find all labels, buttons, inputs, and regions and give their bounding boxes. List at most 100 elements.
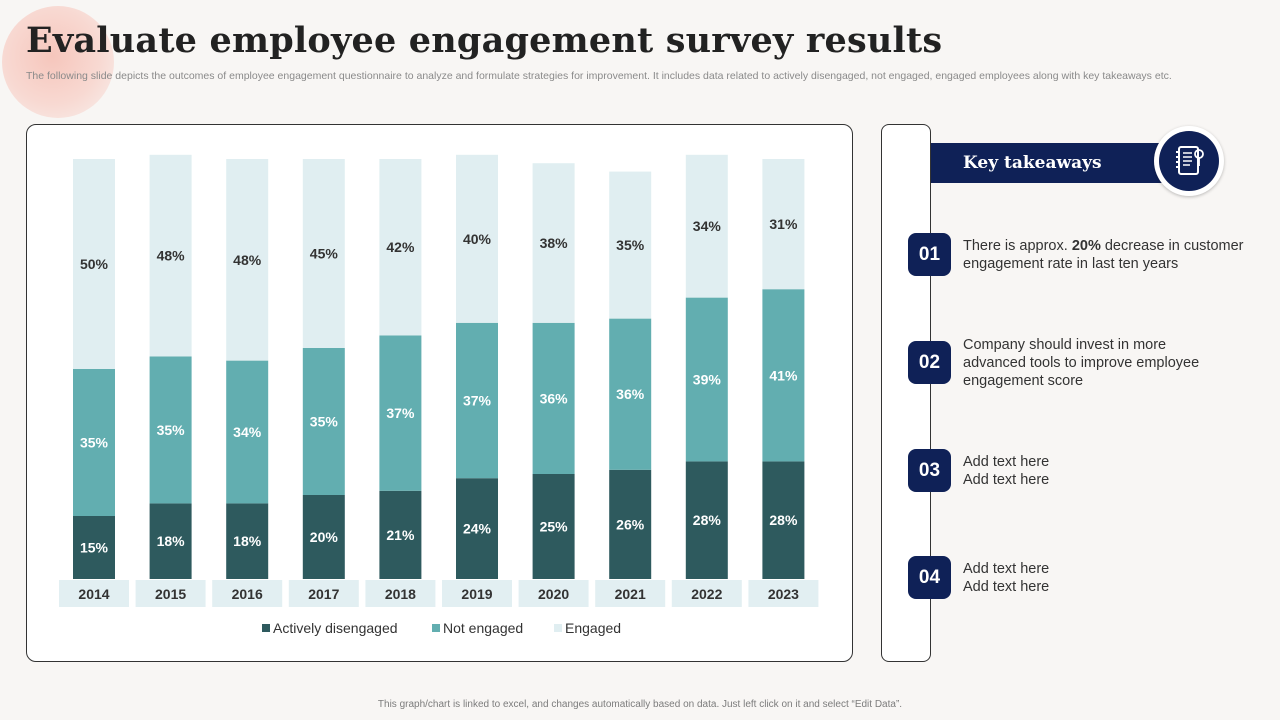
data-label-2017-series-0: 20%	[310, 529, 339, 545]
data-label-2022-series-0: 28%	[693, 512, 722, 528]
x-tick-label-2019: 2019	[461, 586, 492, 602]
legend-label-0: Actively disengaged	[273, 620, 398, 636]
data-label-2016-series-1: 34%	[233, 424, 262, 440]
data-label-2018-series-0: 21%	[386, 527, 415, 543]
data-label-2016-series-2: 48%	[233, 252, 262, 268]
bar-2015-series-1	[149, 356, 192, 504]
takeaway-number-01: 01	[908, 233, 951, 276]
notebook-icon	[1159, 131, 1219, 191]
data-label-2023-series-2: 31%	[769, 216, 798, 232]
data-label-2020-series-1: 36%	[540, 390, 569, 406]
data-label-2015-series-1: 35%	[157, 422, 186, 438]
takeaway-number-02: 02	[908, 341, 951, 384]
takeaway-text-02: Company should invest in more advanced t…	[963, 337, 1200, 389]
data-label-2022-series-2: 34%	[693, 218, 722, 234]
data-label-2018-series-2: 42%	[386, 239, 415, 255]
data-label-2015-series-0: 18%	[157, 533, 186, 549]
data-label-2019-series-0: 24%	[463, 521, 492, 537]
legend-swatch-2	[554, 624, 562, 632]
bar-2018-series-0	[379, 490, 422, 579]
data-label-2020-series-0: 25%	[540, 519, 569, 535]
category-band-2016	[212, 580, 283, 607]
category-band-2022	[671, 580, 742, 607]
category-band-2017	[288, 580, 359, 607]
data-label-2017-series-2: 45%	[310, 246, 339, 262]
data-label-2017-series-1: 35%	[310, 414, 339, 430]
bar-2017-series-2	[302, 159, 345, 348]
legend-swatch-1	[432, 624, 440, 632]
takeaway-number-04: 04	[908, 556, 951, 599]
bar-2021-series-1	[609, 318, 652, 470]
bar-2017-series-1	[302, 348, 345, 495]
bar-2014-series-2	[73, 159, 115, 369]
bar-2022-series-2	[685, 154, 728, 298]
x-tick-label-2023: 2023	[768, 586, 799, 602]
bar-2016-series-2	[226, 159, 269, 361]
bar-2021-series-0	[609, 469, 652, 579]
data-label-2023-series-0: 28%	[769, 512, 798, 528]
category-band-2020	[518, 580, 589, 607]
bar-2016-series-1	[226, 360, 269, 504]
x-tick-label-2022: 2022	[691, 586, 722, 602]
bar-2023-series-1	[762, 289, 805, 462]
data-label-2023-series-1: 41%	[769, 367, 798, 383]
category-band-2018	[365, 580, 436, 607]
bar-2020-series-0	[532, 474, 575, 579]
bar-2022-series-0	[685, 461, 728, 579]
bar-2014-series-0	[73, 516, 115, 579]
bar-2019-series-2	[456, 154, 498, 323]
bar-2023-series-0	[762, 461, 805, 579]
bar-2019-series-0	[456, 478, 498, 579]
bar-2019-series-1	[456, 322, 498, 479]
data-label-2022-series-1: 39%	[693, 372, 722, 388]
bar-2017-series-0	[302, 495, 345, 579]
category-band-2023	[748, 580, 819, 607]
category-band-2014	[59, 580, 129, 607]
bar-2020-series-1	[532, 322, 575, 474]
stacked-bar-chart[interactable]: 15% 35% 50% 2014 18% 35% 48% 2015 18% 34% 48% 2016 2…	[26, 124, 853, 662]
key-takeaways-banner	[931, 143, 1181, 183]
key-takeaways-title: Key takeaways	[963, 153, 1102, 173]
data-label-2019-series-1: 37%	[463, 393, 492, 409]
takeaway-text-03: Add text here Add text here	[963, 454, 1050, 488]
data-label-2021-series-2: 35%	[616, 237, 645, 253]
bar-2015-series-0	[149, 503, 192, 579]
category-band-2021	[595, 580, 666, 607]
x-tick-label-2020: 2020	[538, 586, 569, 602]
data-label-2014-series-0: 15%	[80, 540, 109, 556]
page-title: Evaluate employee engagement survey resu…	[26, 20, 943, 61]
data-label-2014-series-2: 50%	[80, 256, 109, 272]
data-label-2015-series-2: 48%	[157, 248, 186, 264]
bar-2021-series-2	[609, 171, 652, 319]
legend-label-1: Not engaged	[443, 620, 523, 636]
x-tick-label-2014: 2014	[78, 586, 109, 602]
bar-2018-series-2	[379, 159, 422, 336]
bar-2023-series-2	[762, 159, 805, 290]
bar-2020-series-2	[532, 163, 575, 323]
bar-2016-series-0	[226, 503, 269, 579]
bar-2014-series-1	[73, 369, 115, 516]
x-tick-label-2018: 2018	[385, 586, 416, 602]
x-tick-label-2016: 2016	[232, 586, 263, 602]
x-tick-label-2021: 2021	[615, 586, 646, 602]
data-label-2016-series-0: 18%	[233, 533, 262, 549]
data-label-2014-series-1: 35%	[80, 435, 109, 451]
data-label-2019-series-2: 40%	[463, 231, 492, 247]
data-label-2020-series-2: 38%	[540, 235, 569, 251]
page-subtitle: The following slide depicts the outcomes…	[26, 70, 1172, 82]
footer-note: This graph/chart is linked to excel, and…	[377, 699, 903, 710]
decorative-circle	[2, 6, 114, 118]
bar-2018-series-1	[379, 335, 422, 491]
takeaway-number-03: 03	[908, 449, 951, 492]
bar-2022-series-1	[685, 297, 728, 462]
x-tick-label-2017: 2017	[308, 586, 339, 602]
legend-swatch-0	[262, 624, 270, 632]
takeaway-text-04: Add text here Add text here	[963, 561, 1050, 595]
x-tick-label-2015: 2015	[155, 586, 186, 602]
category-band-2019	[442, 580, 512, 607]
bar-2015-series-2	[149, 154, 192, 357]
data-label-2018-series-1: 37%	[386, 405, 415, 421]
takeaway-text-01: There is approx. 20% decrease in custome…	[963, 238, 1244, 272]
data-label-2021-series-0: 26%	[616, 516, 645, 532]
data-label-2021-series-1: 36%	[616, 386, 645, 402]
